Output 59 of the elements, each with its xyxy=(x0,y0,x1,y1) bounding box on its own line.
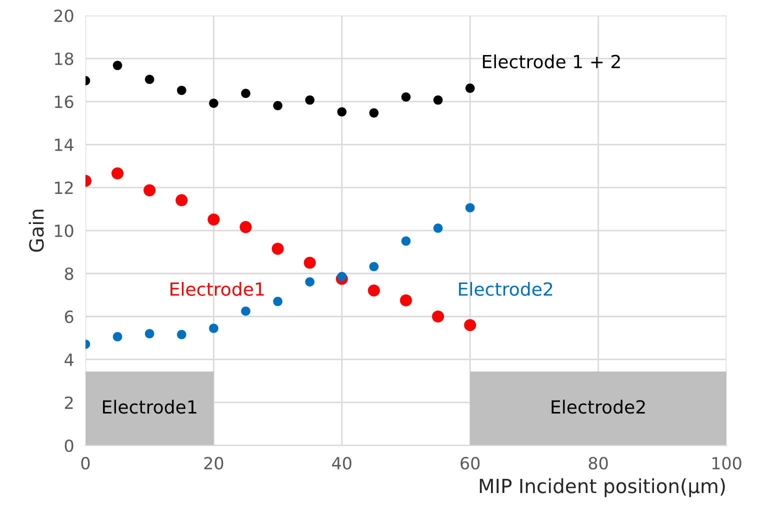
point xyxy=(337,107,347,117)
point xyxy=(465,203,475,212)
band-label: Electrode1 xyxy=(103,400,196,414)
point xyxy=(208,214,220,226)
point xyxy=(241,306,250,316)
y-tick-label: 10 xyxy=(54,224,74,238)
text: Electrode2 xyxy=(459,282,552,296)
y-tick-label: 6 xyxy=(64,310,74,324)
point xyxy=(368,284,380,296)
x-tick-label: 100 xyxy=(712,456,742,470)
point xyxy=(176,330,186,340)
point xyxy=(369,262,379,272)
point xyxy=(112,60,122,70)
point xyxy=(241,88,250,98)
y-tick-label: 18 xyxy=(54,52,74,66)
point xyxy=(209,324,218,333)
x-axis-title: MIP Incident position(μm) xyxy=(480,478,725,498)
band-label: Electrode2 xyxy=(552,400,645,414)
y-axis-title: Gain xyxy=(28,210,44,252)
point xyxy=(209,98,218,108)
point xyxy=(176,194,188,206)
y-tick-label: 14 xyxy=(54,138,74,151)
point xyxy=(273,296,282,306)
y-tick-label: 20 xyxy=(54,10,74,22)
point xyxy=(465,84,475,93)
y-tick-label: 0 xyxy=(64,439,74,452)
point xyxy=(304,256,316,269)
point xyxy=(273,100,282,110)
x-tick-label: 40 xyxy=(332,456,352,470)
point xyxy=(369,108,379,118)
series-label: Electrode 1 + 2 xyxy=(482,54,620,68)
y-tick-label: 16 xyxy=(54,95,74,108)
y-tick-label: 8 xyxy=(64,267,74,280)
point xyxy=(144,184,156,196)
point xyxy=(401,236,411,246)
x-tick-label: 60 xyxy=(460,456,480,470)
point xyxy=(272,242,284,255)
x-tick-label: 0 xyxy=(81,456,90,470)
point xyxy=(400,294,412,306)
point xyxy=(433,95,443,105)
x-tick-label: 20 xyxy=(204,456,224,470)
point xyxy=(112,167,124,180)
point xyxy=(401,92,411,102)
point xyxy=(305,277,314,287)
series-label: Electrode1 xyxy=(170,282,264,296)
y-tick-label: 12 xyxy=(54,181,73,194)
point xyxy=(432,310,444,323)
point xyxy=(337,272,347,282)
y-tick-label: 4 xyxy=(64,354,74,366)
point xyxy=(176,86,186,96)
point xyxy=(112,332,122,342)
point xyxy=(144,329,154,338)
point xyxy=(305,95,314,105)
point xyxy=(464,319,476,332)
point xyxy=(144,74,154,84)
x-tick-label: 80 xyxy=(588,456,608,470)
point xyxy=(433,223,443,233)
point xyxy=(240,221,252,234)
y-tick-label: 2 xyxy=(64,396,73,409)
